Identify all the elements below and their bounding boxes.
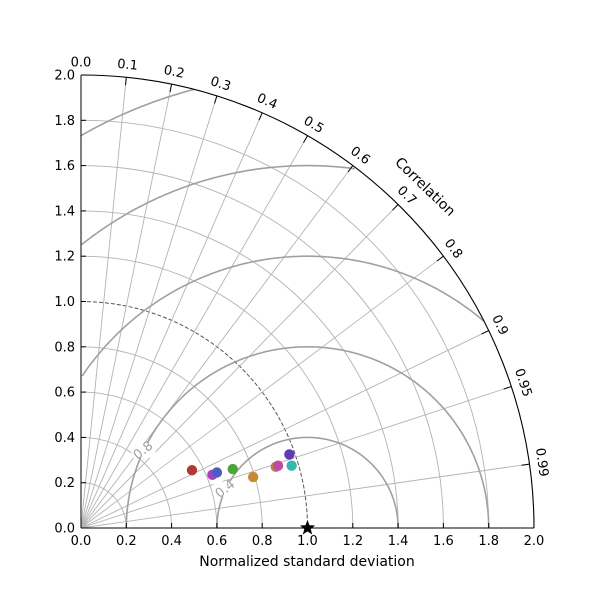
data-point bbox=[227, 463, 238, 475]
correlation-grid-line bbox=[80, 255, 444, 529]
correlation-tick-label: 0.9 bbox=[488, 313, 511, 338]
y-tick-label: 1.2 bbox=[54, 250, 75, 265]
x-tick-label: 1.6 bbox=[433, 534, 454, 549]
correlation-grid-line bbox=[80, 386, 512, 529]
correlation-tick-mark bbox=[521, 463, 530, 466]
correlation-tick-label: 0.0 bbox=[71, 56, 92, 71]
grid-layer bbox=[80, 77, 530, 529]
x-tick-label: 0.2 bbox=[116, 534, 137, 549]
correlation-grid-line bbox=[80, 165, 354, 529]
axes-layer bbox=[80, 74, 535, 529]
rms-contour bbox=[80, 88, 195, 137]
correlation-tick-mark bbox=[347, 165, 354, 173]
rms-contour-layer: 0.4 0.8 bbox=[80, 88, 490, 528]
data-point-layer bbox=[186, 449, 316, 535]
x-tick-label: 0.0 bbox=[71, 534, 92, 549]
correlation-tick-mark bbox=[392, 204, 399, 211]
rms-contour bbox=[81, 164, 355, 246]
rms-contour bbox=[216, 436, 399, 528]
x-axis-title: Normalized standard deviation bbox=[199, 554, 414, 570]
correlation-grid-line bbox=[80, 112, 263, 529]
rms-contour bbox=[81, 255, 485, 377]
correlation-tick-mark bbox=[258, 112, 263, 121]
x-tick-label: 0.8 bbox=[252, 534, 273, 549]
y-tick-label: 0.2 bbox=[54, 476, 75, 491]
correlation-tick-mark bbox=[214, 95, 218, 104]
correlation-tick-label: 0.1 bbox=[116, 57, 138, 74]
data-point bbox=[247, 471, 259, 483]
x-tick-label: 1.4 bbox=[388, 534, 409, 549]
data-point bbox=[186, 465, 198, 476]
reference-star bbox=[299, 520, 316, 535]
rms-contour bbox=[125, 346, 490, 528]
correlation-tick-label: 0.4 bbox=[255, 91, 280, 113]
correlation-tick-label: 0.3 bbox=[208, 74, 232, 95]
data-point bbox=[284, 449, 295, 460]
correlation-tick-mark bbox=[125, 77, 127, 86]
x-tick-label: 2.0 bbox=[524, 534, 545, 549]
reference-std-arc bbox=[80, 301, 308, 529]
std-grid-arc bbox=[80, 391, 218, 529]
y-tick-label: 0.0 bbox=[54, 522, 75, 537]
correlation-tick-mark bbox=[303, 135, 308, 143]
x-tick-label: 1.2 bbox=[342, 534, 363, 549]
rms-contour-label: 0.8 bbox=[131, 439, 157, 464]
y-tick-label: 1.8 bbox=[54, 114, 75, 129]
correlation-grid-line bbox=[80, 330, 489, 529]
std-grid-arc bbox=[80, 482, 127, 529]
rms-contour-label: 0.4 bbox=[213, 477, 239, 502]
std-grid-arc bbox=[80, 165, 444, 529]
rms-label-backdrop bbox=[131, 442, 156, 458]
outer-arc bbox=[80, 74, 535, 529]
x-tick-label: 1.0 bbox=[297, 534, 318, 549]
y-tick-label: 0.4 bbox=[54, 431, 75, 446]
y-tick-label: 0.6 bbox=[54, 386, 75, 401]
correlation-tick-mark bbox=[503, 386, 512, 390]
y-tick-label: 1.4 bbox=[54, 204, 75, 219]
rms-label-backdrop bbox=[213, 481, 238, 497]
x-tick-label: 0.6 bbox=[207, 534, 228, 549]
y-tick-label: 1.6 bbox=[54, 159, 75, 174]
data-point bbox=[211, 467, 223, 478]
y-tick-label: 2.0 bbox=[54, 69, 75, 84]
y-tick-label: 0.8 bbox=[54, 340, 75, 355]
correlation-grid-line bbox=[80, 135, 308, 529]
correlation-grid-line bbox=[80, 84, 173, 529]
correlation-tick-mark bbox=[169, 84, 173, 93]
data-point bbox=[272, 460, 284, 471]
correlation-grid-line bbox=[80, 77, 127, 529]
correlation-tick-mark bbox=[436, 255, 444, 262]
std-grid-arc bbox=[80, 346, 263, 529]
correlation-tick-label: 0.95 bbox=[511, 367, 534, 399]
correlation-grid-line bbox=[80, 95, 218, 529]
correlation-tick-label: 0.2 bbox=[162, 63, 185, 82]
std-grid-arc bbox=[80, 119, 490, 529]
x-tick-label: 1.8 bbox=[478, 534, 499, 549]
correlation-tick-label: 0.99 bbox=[532, 447, 551, 478]
x-tick-label: 0.4 bbox=[161, 534, 182, 549]
y-tick-label: 1.0 bbox=[54, 295, 75, 310]
std-grid-arc bbox=[80, 255, 354, 529]
data-point bbox=[286, 460, 297, 471]
correlation-tick-mark bbox=[481, 330, 489, 335]
correlation-grid-line bbox=[80, 463, 530, 529]
std-grid-arc bbox=[80, 210, 399, 529]
